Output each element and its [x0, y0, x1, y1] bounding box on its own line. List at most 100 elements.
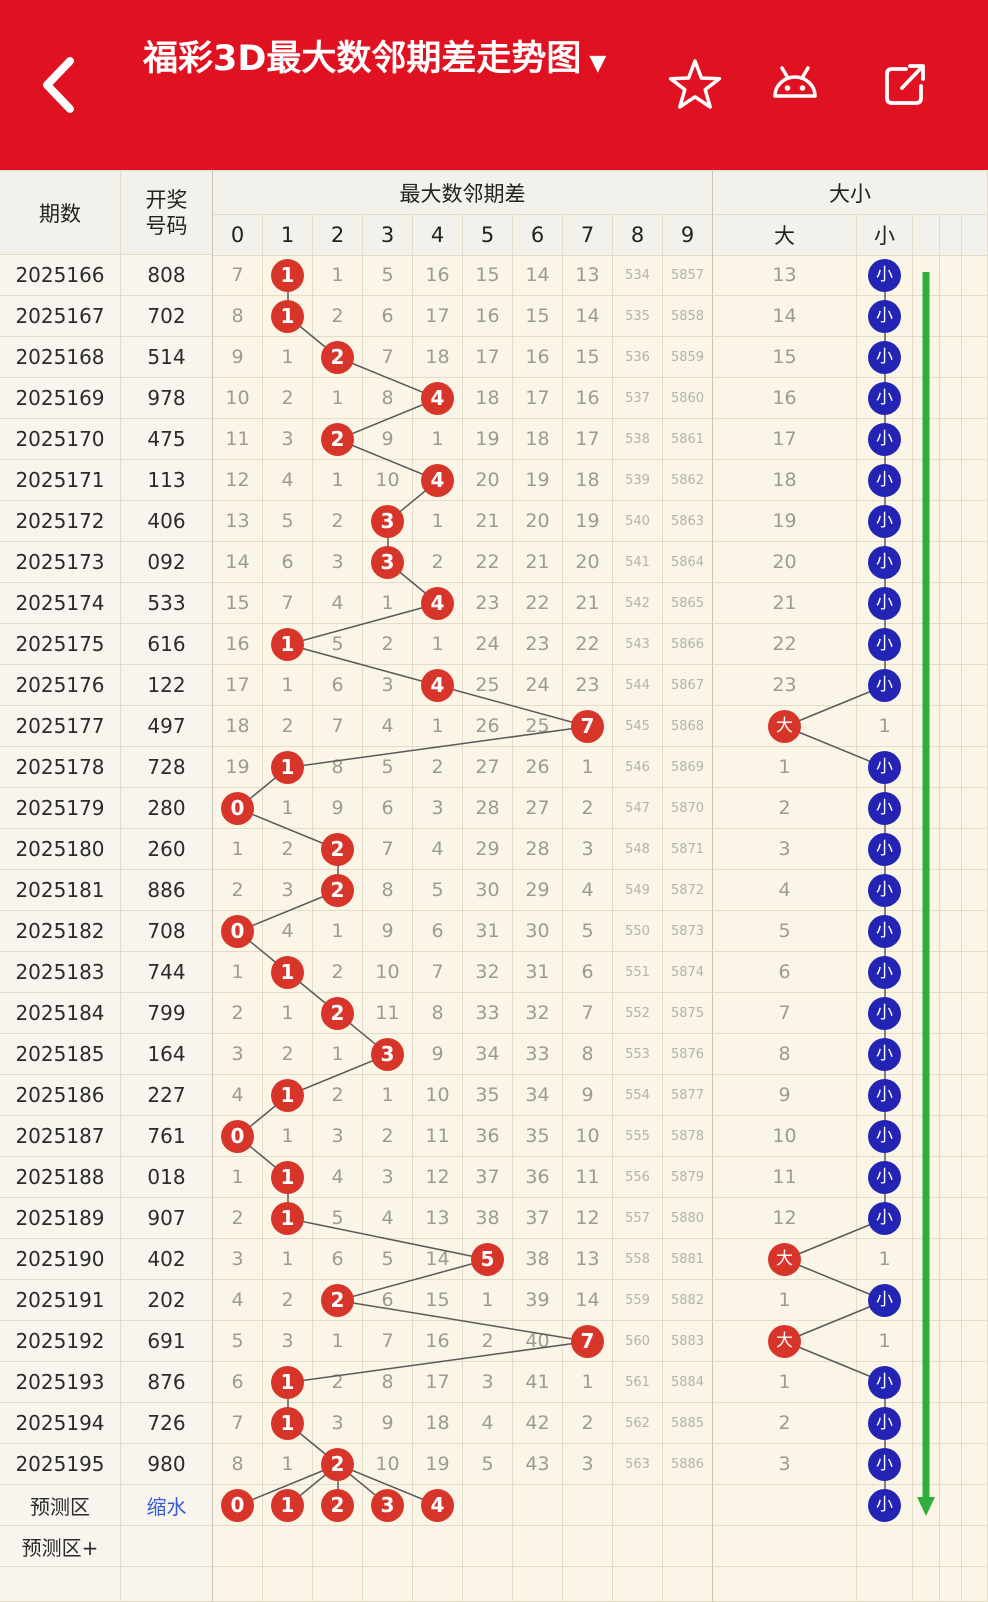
- miss-count: 16: [425, 264, 450, 286]
- digit-cell: 5866: [663, 624, 713, 665]
- miss-count: 19: [575, 510, 600, 532]
- miss-count: 12: [575, 1207, 600, 1229]
- digit-cell: [663, 1567, 713, 1602]
- digit-cell: 10: [363, 460, 413, 501]
- miss-count: 1: [878, 1248, 891, 1270]
- hit-circle: 1: [271, 627, 304, 661]
- back-button[interactable]: [26, 48, 90, 122]
- digit-cell: 2: [313, 1075, 363, 1116]
- small-cell: 小: [857, 583, 913, 624]
- arrow-lane-cell: [913, 1239, 940, 1280]
- miss-count: 15: [575, 346, 600, 368]
- miss-count: 12: [425, 1166, 450, 1188]
- period-cell: 2025194: [0, 1403, 121, 1444]
- digit-cell: 2: [213, 1198, 263, 1239]
- share-button[interactable]: [876, 56, 934, 114]
- digit-cell: 5: [463, 1239, 513, 1280]
- digit-cell: 1: [263, 1403, 313, 1444]
- digit-cell: 16: [413, 1321, 463, 1362]
- miss-count: 19: [475, 428, 500, 450]
- draw-number-cell: 475: [121, 419, 213, 460]
- miss-count: 24: [525, 674, 550, 696]
- digit-cell: 12: [563, 1198, 613, 1239]
- miss-count: 6: [381, 797, 394, 819]
- digit-cell: 14: [213, 542, 263, 583]
- hit-circle: 1: [271, 955, 304, 989]
- miss-count: 559: [625, 1292, 650, 1308]
- arrow-lane-cell: [913, 993, 940, 1034]
- digit-cell: 35: [513, 1116, 563, 1157]
- miss-count: 2: [778, 797, 791, 819]
- digit-cell: 4: [263, 911, 313, 952]
- digit-cell: 9: [363, 419, 413, 460]
- miss-count: 535: [625, 308, 650, 324]
- digit-cell: 10: [363, 1444, 413, 1485]
- spacer-cell: [962, 460, 988, 501]
- miss-count: 20: [525, 510, 550, 532]
- digit-cell: 24: [463, 624, 513, 665]
- digit-cell: 5885: [663, 1403, 713, 1444]
- arrow-lane-cell: [913, 1526, 940, 1567]
- digit-cell: 32: [463, 952, 513, 993]
- miss-count: 14: [525, 264, 550, 286]
- app-download-button[interactable]: [766, 56, 824, 114]
- miss-count: 2: [778, 1412, 791, 1434]
- miss-count: 3: [581, 1453, 594, 1475]
- digit-cell: 1: [313, 255, 363, 296]
- predict-hit-circle: 2: [321, 1488, 354, 1522]
- col-header-period: 期数: [0, 171, 121, 255]
- table-row: 2025168 514 9 1 2 7 18 17 16 15 536 5859 15 小: [0, 337, 988, 378]
- miss-count: 1: [331, 387, 344, 409]
- digit-cell: 1: [263, 337, 313, 378]
- miss-count: 5867: [670, 677, 705, 693]
- spacer-cell: [962, 419, 988, 460]
- miss-count: 8: [581, 1043, 594, 1065]
- digit-cell: 3: [363, 1157, 413, 1198]
- miss-count: 22: [772, 633, 797, 655]
- digit-cell: 3: [263, 1321, 313, 1362]
- digit-cell: 30: [463, 870, 513, 911]
- digit-cell: 34: [463, 1034, 513, 1075]
- miss-count: 11: [375, 1002, 400, 1024]
- miss-count: 547: [625, 800, 650, 816]
- digit-cell: [413, 1567, 463, 1602]
- small-cell: 小: [857, 747, 913, 788]
- digit-cell: 23: [463, 583, 513, 624]
- spacer-cell: [940, 1157, 962, 1198]
- miss-count: 1: [331, 264, 344, 286]
- big-circle: 大: [768, 709, 801, 743]
- miss-count: 3: [581, 838, 594, 860]
- small-cell: 1: [857, 706, 913, 747]
- digit-cell: 39: [513, 1280, 563, 1321]
- miss-count: 5: [231, 1330, 244, 1352]
- favorite-button[interactable]: [666, 56, 724, 114]
- digit-cell: 23: [563, 665, 613, 706]
- digit-cell: 2: [313, 419, 363, 460]
- hit-circle: 2: [321, 873, 354, 907]
- digit-cell: 3: [313, 1116, 363, 1157]
- spacer-cell: [940, 952, 962, 993]
- digit-cell: 3: [213, 1034, 263, 1075]
- digit-cell: 5: [363, 255, 413, 296]
- digit-cell: 2: [213, 993, 263, 1034]
- miss-count: 8: [331, 756, 344, 778]
- arrow-lane-cell: [913, 378, 940, 419]
- hit-circle: 1: [271, 1365, 304, 1399]
- miss-count: 8: [431, 1002, 444, 1024]
- miss-count: 537: [625, 390, 650, 406]
- digit-cell: 33: [513, 1034, 563, 1075]
- arrow-lane-cell: [913, 1075, 940, 1116]
- spacer-cell: [962, 1116, 988, 1157]
- period-cell: 2025195: [0, 1444, 121, 1485]
- miss-count: 546: [625, 759, 650, 775]
- draw-number-cell: 886: [121, 870, 213, 911]
- spacer-cell: [940, 1526, 962, 1567]
- arrow-lane-cell: [913, 870, 940, 911]
- small-cell: 小: [857, 337, 913, 378]
- digit-cell: 15: [513, 296, 563, 337]
- small-circle: 小: [868, 381, 901, 415]
- miss-count: 1: [778, 756, 791, 778]
- page-title[interactable]: 福彩3D最大数邻期差走势图 ▼: [143, 36, 655, 87]
- suoshui-link[interactable]: 缩水: [146, 1494, 187, 1519]
- digit-cell: 13: [563, 255, 613, 296]
